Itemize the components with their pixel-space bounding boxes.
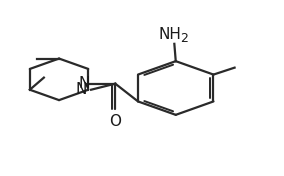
Text: N: N <box>79 76 90 91</box>
Text: O: O <box>109 114 121 129</box>
Text: 2: 2 <box>180 32 188 45</box>
Text: N: N <box>76 82 87 97</box>
Text: NH: NH <box>159 27 181 42</box>
